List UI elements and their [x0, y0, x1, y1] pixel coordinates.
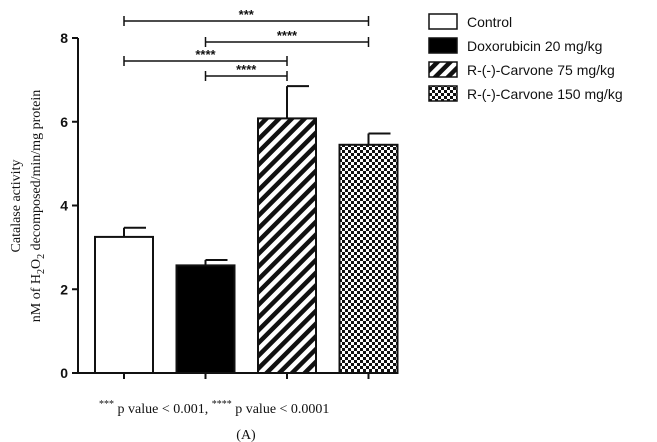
y-tick-label: 0	[60, 365, 68, 381]
legend-swatch-4	[428, 85, 458, 102]
y-tick-label: 6	[60, 114, 68, 130]
bar-4	[338, 143, 399, 374]
legend: Control Doxorubicin 20 mg/kg R-(-)-Carvone…	[428, 13, 623, 102]
legend-label-1: Control	[467, 14, 512, 30]
panel-label: (A)	[236, 428, 256, 442]
y-tick-label: 4	[60, 198, 68, 214]
significance-label: ****	[195, 47, 216, 62]
significance-label: ***	[239, 7, 255, 22]
legend-swatch-1	[428, 13, 458, 30]
bar-3	[257, 117, 317, 375]
significance-brackets: ***************	[123, 7, 370, 81]
bar-1	[94, 235, 154, 374]
bar-2	[175, 264, 236, 375]
y-axis-title-line1: Catalase activity	[9, 160, 24, 253]
y-axis-title-line2: nM of H2O2 decomposed/min/mg protein	[29, 90, 47, 322]
y-tick-label: 2	[60, 281, 68, 297]
legend-swatch-2	[428, 37, 458, 54]
legend-label-3: R-(-)-Carvone 75 mg/kg	[467, 62, 615, 78]
significance-label: ****	[236, 62, 257, 77]
legend-label-2: Doxorubicin 20 mg/kg	[467, 38, 602, 54]
p-value-footnote: *** p value < 0.001, **** p value < 0.00…	[99, 399, 329, 417]
legend-label-4: R-(-)-Carvone 150 mg/kg	[467, 86, 623, 102]
legend-swatch-3	[428, 61, 458, 78]
bars	[94, 85, 399, 375]
significance-label: ****	[277, 28, 298, 43]
y-tick-label: 8	[60, 30, 68, 46]
